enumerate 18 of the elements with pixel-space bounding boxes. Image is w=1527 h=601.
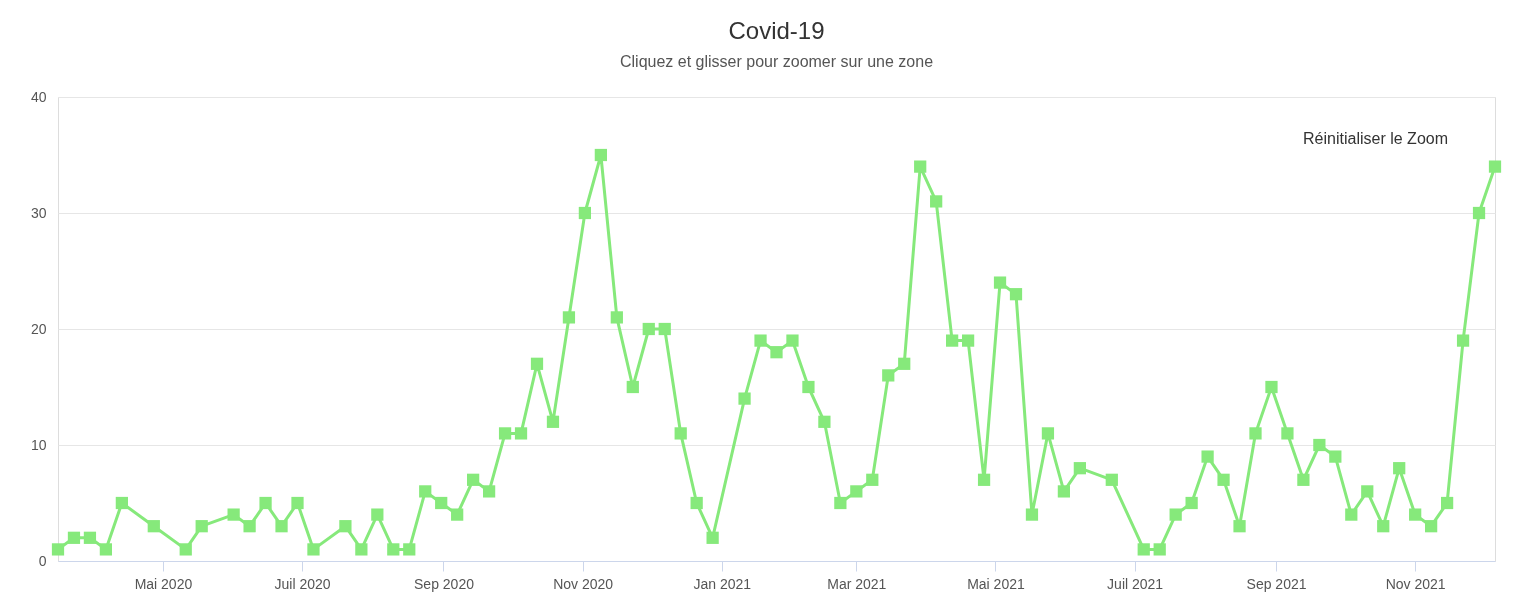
x-tick-label: Jan 2021 xyxy=(693,575,752,592)
y-tick-label: 0 xyxy=(38,552,47,569)
annotation: Réinitialiser le Zoom xyxy=(1303,130,1448,147)
x-tick-label: Sep 2020 xyxy=(414,575,475,592)
x-tick-label: Juil 2020 xyxy=(274,575,331,592)
y-tick-label: 20 xyxy=(30,320,47,337)
y-tick-label: 40 xyxy=(30,88,47,105)
x-tick-label: Nov 2021 xyxy=(1385,575,1446,592)
x-tick-label: Mar 2021 xyxy=(827,575,887,592)
chart-title: Covid-19 xyxy=(728,17,825,44)
chart-subtitle: Cliquez et glisser pour zoomer sur une zone xyxy=(619,53,934,70)
x-tick-label: Mai 2021 xyxy=(967,575,1025,592)
x-tick-label: Sep 2021 xyxy=(1246,575,1307,592)
y-tick-label: 30 xyxy=(30,204,47,221)
x-tick-label: Juil 2021 xyxy=(1107,575,1164,592)
y-tick-label: 10 xyxy=(30,436,47,453)
x-tick-label: Mai 2020 xyxy=(134,575,193,592)
x-tick-label: Nov 2020 xyxy=(553,575,614,592)
